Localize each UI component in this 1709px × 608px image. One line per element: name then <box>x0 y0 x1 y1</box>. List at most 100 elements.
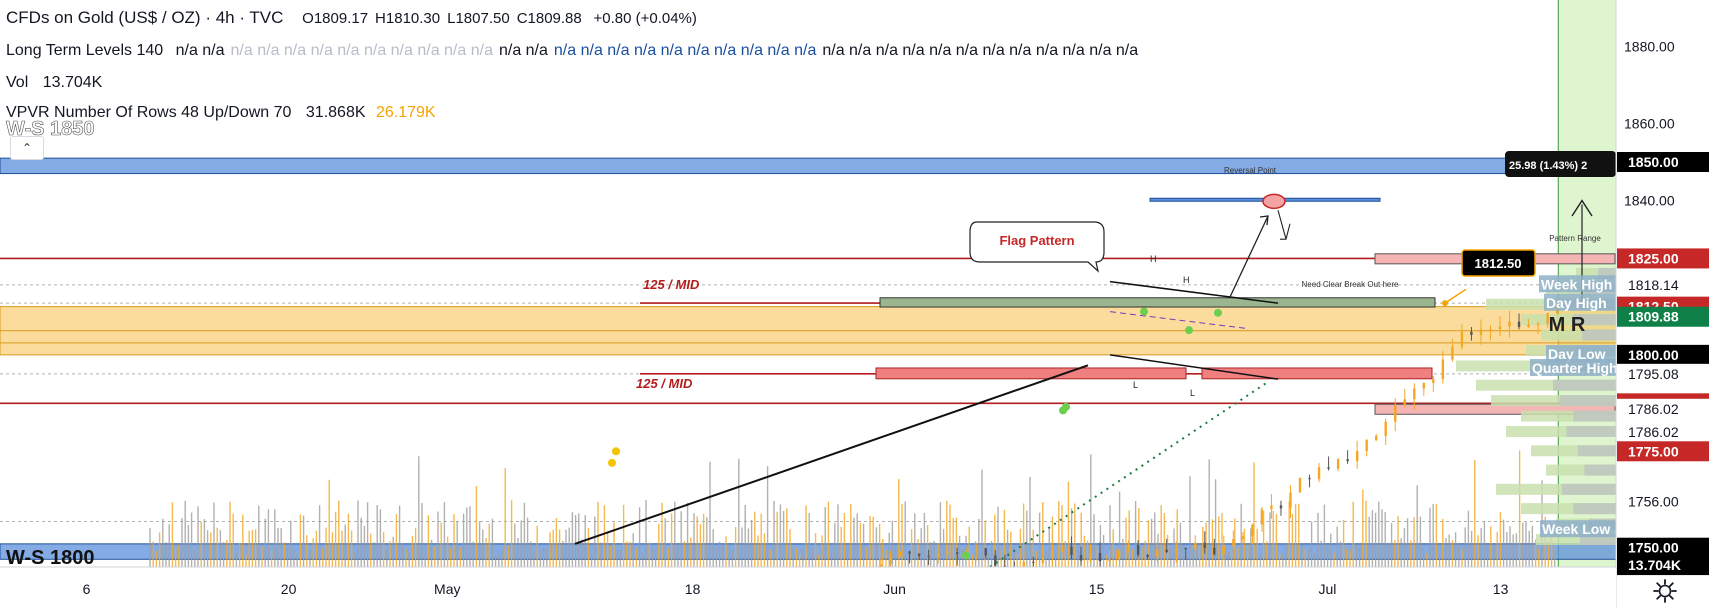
vpvr-bar-down <box>1577 445 1616 457</box>
price-label: 1809.88 <box>1628 309 1679 325</box>
flag-top-line <box>1109 280 1279 304</box>
x-tick-label: Jul <box>1318 581 1336 597</box>
price-label: 1850.00 <box>1628 154 1679 170</box>
candle-body <box>1251 524 1254 537</box>
candle-body <box>1432 379 1435 384</box>
candle-body <box>1127 545 1130 551</box>
candle-body <box>1270 505 1273 510</box>
pivot-l: L <box>1133 380 1138 390</box>
legend-volume: Vol 13.704K <box>6 74 102 92</box>
gear-icon <box>1653 579 1677 603</box>
price-label-bg <box>1617 537 1709 558</box>
candle-body <box>1232 539 1235 547</box>
price-label: 1786.02 <box>1628 424 1679 440</box>
flag-bottom-line <box>1109 354 1279 380</box>
ohlc-l: L1807.50 <box>447 10 510 27</box>
collapse-legend-button[interactable]: ⌃ <box>10 136 44 160</box>
candle-body <box>955 552 959 554</box>
price-label-bg <box>1617 274 1709 295</box>
vpvr-bar <box>1546 464 1616 476</box>
signal-dot <box>962 551 970 560</box>
ohlc-values: O1809.17 H1810.30 L1807.50 C1809.88 <box>302 10 589 27</box>
range-measure-box <box>1505 151 1616 177</box>
signal-dot <box>1214 308 1222 317</box>
candle-body <box>1060 546 1064 552</box>
candle-body <box>917 553 921 556</box>
candle-body <box>1451 346 1454 360</box>
vpvr-bar-down <box>1566 426 1616 437</box>
signal-dot-yellow <box>612 447 620 456</box>
candle-body <box>1374 435 1378 441</box>
candle-body <box>1146 554 1149 557</box>
candle-body <box>1336 459 1340 469</box>
mid-dashed <box>1109 311 1249 330</box>
candle-body <box>1136 545 1140 555</box>
candle-body <box>1079 555 1083 561</box>
chart-settings-button[interactable] <box>1651 577 1679 605</box>
candle-body <box>1070 546 1073 556</box>
candle-body <box>946 552 949 554</box>
candle-body <box>898 551 902 557</box>
level-tag: Week High <box>1541 276 1612 292</box>
level-tag-bg <box>1530 358 1616 376</box>
vpvr-bar-down <box>1598 267 1616 279</box>
level-tag: Quarter High <box>1532 360 1618 376</box>
pivot-h: H <box>1150 254 1157 264</box>
vpvr-bar <box>1521 410 1616 422</box>
zone-blue <box>0 157 1617 175</box>
vol-label: Vol <box>6 74 29 91</box>
support-box <box>875 367 1187 380</box>
indicator-value-group: n/a n/a n/a n/a n/a n/a n/a n/a n/a n/a <box>230 42 493 59</box>
candle-body <box>1308 478 1311 480</box>
indicator-value-group: n/a n/a <box>175 42 225 59</box>
x-tick-label: Jun <box>883 581 906 597</box>
mid-label: 125 / MID <box>643 277 700 292</box>
candle-body <box>908 551 911 554</box>
price-label: 1756.00 <box>1628 493 1679 509</box>
vpvr-bar <box>1491 395 1616 407</box>
legend-indicator-levels: Long Term Levels 140 n/a n/a n/a n/a n/a … <box>6 42 1144 60</box>
vpvr-bar-down <box>1582 329 1616 341</box>
price-label-bg <box>1617 555 1709 576</box>
breakout-box <box>879 297 1436 308</box>
candle-body <box>1365 440 1368 452</box>
vpvr-bar-down <box>1573 503 1616 515</box>
price-label-bg <box>1617 344 1709 365</box>
candle-body <box>1527 324 1530 328</box>
candle-body <box>1175 547 1178 552</box>
arrow-down-head <box>1280 223 1291 240</box>
candle-body <box>1298 478 1302 493</box>
arrow-up-line <box>1229 215 1269 298</box>
price-label-bg <box>1617 248 1709 269</box>
x-tick-label: 13 <box>1493 581 1509 597</box>
candle-body <box>1279 505 1283 509</box>
x-tick-label: 6 <box>83 581 91 597</box>
candle-body <box>1222 546 1226 555</box>
candle-body <box>1441 359 1445 380</box>
x-tick-label: 18 <box>685 581 701 597</box>
level-tag-bg <box>1539 275 1616 293</box>
mid-label: 125 / MID <box>636 376 693 391</box>
vpvr-label: VPVR Number Of Rows 48 Up/Down 70 <box>6 104 292 121</box>
candle-body <box>1327 467 1330 469</box>
reversal-marker <box>1262 193 1286 210</box>
candle-body <box>889 556 892 565</box>
candle-body <box>1213 547 1216 555</box>
level-tag: Day High <box>1546 295 1607 311</box>
price-label: 1786.02 <box>1628 401 1679 417</box>
x-tick-label: 15 <box>1089 581 1105 597</box>
price-label-bg <box>1617 398 1709 419</box>
candle-body <box>1536 323 1540 325</box>
vpvr-bar-down <box>1553 379 1616 391</box>
arrow-up-head <box>1259 215 1269 226</box>
vpvr-bar <box>1576 267 1616 279</box>
y-tick-label: 1880.00 <box>1624 38 1675 54</box>
candle-body <box>1089 552 1092 561</box>
vpvr-bar-down <box>1559 395 1616 407</box>
candle-body <box>1508 321 1511 327</box>
price-label-bg <box>1617 441 1709 462</box>
candle-body <box>936 553 940 557</box>
vpvr-bar <box>1531 445 1616 457</box>
